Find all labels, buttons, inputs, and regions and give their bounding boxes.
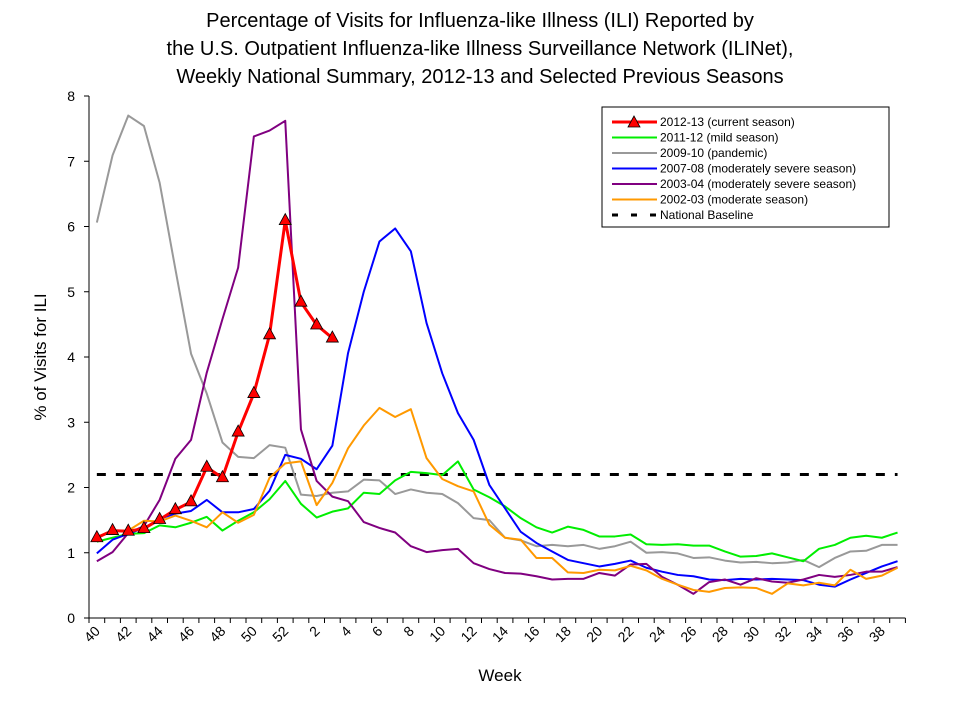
x-tick-label: 46 [175,623,197,645]
data-point-marker [231,424,245,437]
x-tick-label: 4 [337,623,354,640]
series-line-2007-08 [96,227,898,588]
data-point-marker [215,469,230,483]
x-tick-label: 20 [583,623,605,645]
series-line-2002-03 [96,406,898,595]
series-2009-10 [95,114,898,569]
series-2011-12 [96,460,898,563]
x-tick-label: 10 [426,623,448,645]
y-tick-label: 4 [67,349,75,365]
data-point-marker [105,522,120,535]
plot-area [90,114,898,595]
x-tick-label: 18 [552,623,574,645]
legend-box [601,106,890,228]
chart-title-line-2: the U.S. Outpatient Influenza-like Illne… [167,38,794,60]
x-tick-label: 36 [834,623,856,645]
chart-title-line-3: Weekly National Summary, 2012-13 and Sel… [176,66,783,88]
series-2002-03 [96,406,898,595]
x-tick-label: 52 [269,623,291,645]
data-point-marker [90,529,104,543]
y-tick-label: 8 [67,88,75,104]
data-point-marker [309,317,324,330]
x-tick-label: 12 [457,623,479,645]
series-line-2012-13 [96,219,334,540]
y-tick-label: 0 [67,610,75,626]
x-tick-label: 42 [112,623,134,645]
x-tick-label: 6 [369,623,386,640]
y-tick-label: 5 [67,284,75,300]
legend-label: 2011-12 (mild season) [660,131,779,145]
y-axis-title: % of Visits for ILI [31,293,50,420]
legend-label: 2009-10 (pandemic) [660,146,767,160]
data-point-marker [278,212,292,226]
series-line-2003-04 [96,119,898,595]
data-point-marker [137,520,151,534]
x-tick-label: 24 [646,623,668,645]
x-tick-label: 16 [520,623,542,645]
data-point-marker [152,511,167,524]
series-line-2009-10 [95,114,898,569]
legend-label: National Baseline [660,208,754,222]
x-axis-title: Week [478,666,522,685]
data-point-marker [247,385,261,398]
y-tick-label: 7 [67,153,75,169]
x-tick-label: 40 [81,623,103,645]
y-tick-label: 2 [67,480,75,496]
x-tick-label: 26 [677,623,699,645]
x-tick-label: 32 [771,623,793,645]
data-point-marker [294,294,308,307]
x-tick-label: 38 [866,623,888,645]
y-tick-label: 6 [67,219,75,235]
data-point-marker [200,459,214,472]
data-point-marker [262,326,277,340]
x-tick-label: 22 [614,623,636,645]
data-point-marker [184,494,198,507]
series-2012-13 [90,212,340,543]
series-2007-08 [96,227,898,588]
x-tick-label: 30 [740,623,762,645]
legend-marker-triangle [627,115,641,128]
data-point-marker [325,330,340,343]
x-tick-label: 14 [489,623,511,645]
legend-label: 2003-04 (moderately severe season) [660,177,856,191]
x-tick-label: 2 [306,623,323,640]
legend-label: 2007-08 (moderately severe season) [660,162,856,176]
legend-label: 2002-03 (moderate season) [660,193,808,207]
legend-label: 2012-13 (current season) [660,115,795,129]
x-tick-label: 28 [709,623,731,645]
data-point-marker [121,523,135,536]
chart-title-line-1: Percentage of Visits for Influenza-like … [206,10,754,32]
x-tick-label: 44 [143,623,165,645]
x-tick-label: 34 [803,623,825,645]
x-tick-label: 50 [238,623,260,645]
series-line-2011-12 [96,460,898,563]
x-tick-label: 48 [206,623,228,645]
legend: 2012-13 (current season) 2011-12 (mild se… [601,106,890,228]
x-tick-label: 8 [400,623,417,640]
y-tick-label: 1 [67,545,75,561]
data-point-marker [168,501,183,515]
y-tick-label: 3 [67,414,75,430]
